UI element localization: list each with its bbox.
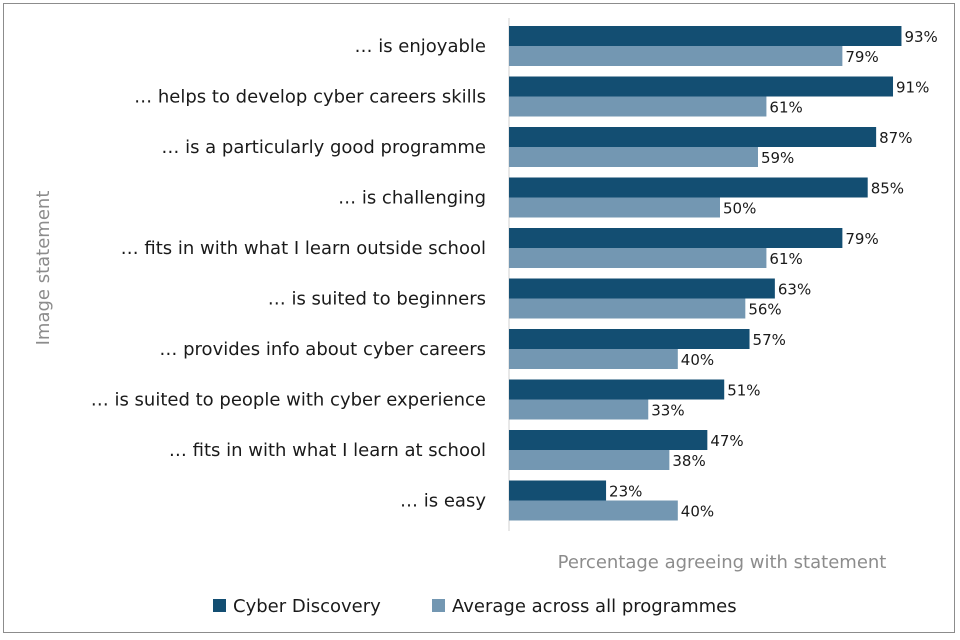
data-label: 51% — [727, 382, 760, 400]
category-label: … is challenging — [338, 188, 486, 209]
data-label: 50% — [723, 200, 756, 218]
category-label: … fits in with what I learn outside scho… — [121, 238, 486, 259]
data-label: 85% — [871, 180, 904, 198]
data-label: 61% — [769, 250, 802, 268]
bar-average-all-programmes — [509, 96, 767, 117]
data-label: 79% — [845, 230, 878, 248]
bar-cyber-discovery — [509, 26, 902, 46]
bar-cyber-discovery — [509, 379, 725, 400]
bar-cyber-discovery — [509, 430, 708, 450]
data-label: 59% — [761, 149, 794, 167]
bar-average-all-programmes — [509, 450, 670, 470]
data-label: 40% — [681, 351, 714, 369]
y-axis-title: Image statement — [33, 191, 54, 346]
bars-group — [509, 26, 902, 521]
bar-average-all-programmes — [509, 46, 843, 66]
data-label: 38% — [672, 452, 705, 470]
category-label: … is suited to people with cyber experie… — [91, 390, 486, 411]
x-axis-title: Percentage agreeing with statement — [558, 552, 887, 573]
bar-average-all-programmes — [509, 248, 767, 268]
data-label: 40% — [681, 503, 714, 521]
legend-label-average: Average across all programmes — [452, 596, 737, 617]
data-label: 61% — [769, 99, 802, 117]
data-label: 79% — [845, 48, 878, 66]
category-label: … is enjoyable — [354, 36, 486, 57]
value-labels: 93% 79% 91% 61% 87% 59% 85% 50% 79% 61% 63% 56% 57% 4… — [609, 28, 938, 521]
legend-label-cyber-discovery: Cyber Discovery — [233, 596, 381, 617]
bar-cyber-discovery — [509, 278, 775, 299]
category-label: … is suited to beginners — [268, 289, 486, 310]
chart-frame — [3, 3, 955, 633]
data-label: 47% — [710, 432, 743, 450]
legend-swatch-average — [432, 599, 445, 612]
data-label: 91% — [896, 79, 929, 97]
legend-swatch-cyber-discovery — [213, 599, 226, 612]
data-label: 57% — [753, 331, 786, 349]
bar-average-all-programmes — [509, 349, 678, 369]
category-label: … is easy — [400, 491, 486, 512]
data-label: 87% — [879, 129, 912, 147]
bar-cyber-discovery — [509, 76, 894, 97]
data-label: 93% — [904, 28, 937, 46]
legend: Cyber Discovery Average across all progra… — [213, 596, 737, 617]
data-label: 33% — [651, 402, 684, 420]
bar-average-all-programmes — [509, 399, 649, 420]
category-labels: … is enjoyable … helps to develop cyber c… — [91, 36, 487, 512]
category-label: … fits in with what I learn at school — [169, 440, 486, 461]
bar-average-all-programmes — [509, 147, 758, 167]
bar-cyber-discovery — [509, 177, 868, 198]
bar-average-all-programmes — [509, 197, 720, 218]
data-label: 23% — [609, 483, 642, 501]
bar-cyber-discovery — [509, 329, 750, 349]
data-label: 56% — [748, 301, 781, 319]
bar-average-all-programmes — [509, 500, 678, 521]
data-label: 63% — [778, 281, 811, 299]
bar-cyber-discovery — [509, 127, 877, 147]
bar-cyber-discovery — [509, 480, 607, 501]
bar-average-all-programmes — [509, 298, 746, 319]
category-label: … is a particularly good programme — [161, 137, 486, 158]
category-label: … provides info about cyber careers — [159, 339, 486, 360]
bar-cyber-discovery — [509, 228, 843, 248]
category-label: … helps to develop cyber careers skills — [134, 87, 486, 108]
